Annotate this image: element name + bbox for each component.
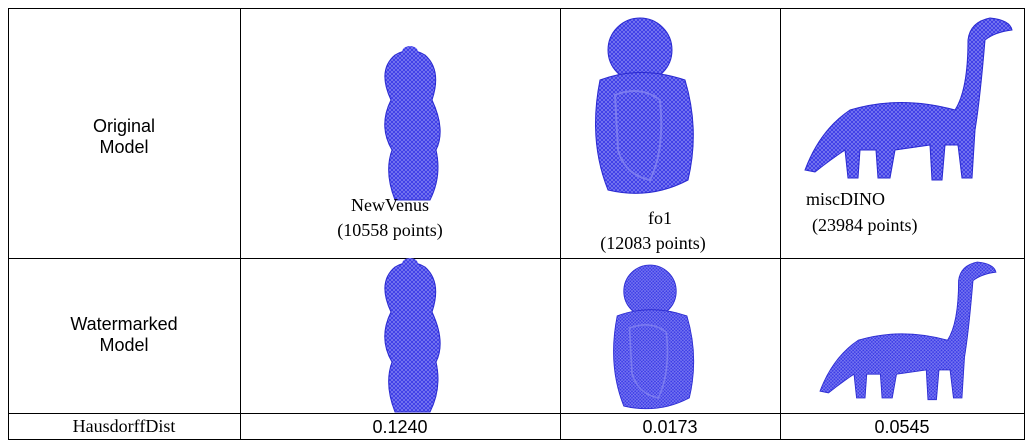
- row-label: Watermarked: [70, 314, 177, 334]
- model-name: miscDINO: [806, 189, 885, 209]
- model-points: (10558 points): [337, 220, 443, 241]
- row-label: Model: [99, 335, 148, 355]
- model-image: [385, 258, 440, 412]
- row-label: HausdorffDist: [73, 416, 176, 436]
- model-points: (12083 points): [600, 233, 706, 254]
- hausdorff-value: 0.0173: [642, 417, 697, 437]
- model-name: NewVenus: [351, 195, 429, 215]
- row-label: Original: [93, 116, 155, 136]
- hausdorff-value: 0.1240: [372, 417, 427, 437]
- page: Original Model Watermarked Model Hausdor…: [0, 0, 1032, 441]
- model-points: (23984 points): [812, 215, 918, 236]
- model-image: [805, 18, 1012, 180]
- model-name: fo1: [648, 208, 672, 228]
- model-image: [820, 262, 996, 400]
- row-label: Model: [99, 137, 148, 157]
- model-image: [385, 46, 440, 200]
- hausdorff-value: 0.0545: [874, 417, 929, 437]
- model-image: [596, 18, 694, 193]
- model-image: [614, 265, 694, 409]
- results-table: Original Model Watermarked Model Hausdor…: [0, 0, 1032, 441]
